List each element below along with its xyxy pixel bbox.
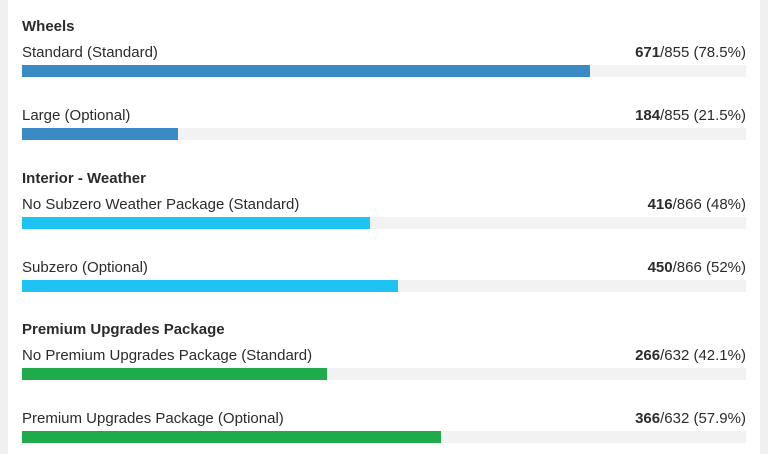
option-stat: 366/632 (57.9%)	[635, 410, 746, 428]
group-title-premium-upgrades: Premium Upgrades Package	[22, 321, 225, 338]
option-total: /632	[660, 410, 690, 427]
progress-bar-fill	[22, 217, 370, 229]
progress-bar-fill	[22, 280, 399, 292]
progress-track	[22, 217, 746, 229]
progress-track	[22, 65, 746, 77]
progress-track	[22, 431, 746, 443]
option-label: Large (Optional)	[22, 107, 131, 124]
group-title-wheels: Wheels	[22, 18, 75, 35]
option-label: Standard (Standard)	[22, 44, 158, 61]
option-label: No Premium Upgrades Package (Standard)	[22, 347, 313, 364]
option-count: 184	[635, 107, 661, 124]
option-label: No Subzero Weather Package (Standard)	[22, 196, 300, 213]
option-percent: (48%)	[701, 196, 746, 213]
option-label: Subzero (Optional)	[22, 259, 148, 276]
progress-bar-fill	[22, 368, 327, 380]
option-total: /855	[660, 107, 690, 124]
option-percent: (21.5%)	[689, 107, 746, 124]
option-total: /855	[660, 44, 690, 61]
option-stat: 184/855 (21.5%)	[635, 107, 746, 125]
option-row-no-premium: No Premium Upgrades Package (Standard) 2…	[22, 347, 746, 387]
option-stat: 266/632 (42.1%)	[635, 347, 746, 365]
option-row-subzero: Subzero (Optional) 450/866 (52%)	[22, 259, 746, 299]
option-percent: (52%)	[701, 259, 746, 276]
option-percent: (57.9%)	[689, 410, 746, 427]
option-count: 671	[635, 44, 661, 61]
option-label: Premium Upgrades Package (Optional)	[22, 410, 284, 427]
option-total: /866	[672, 196, 702, 213]
group-title-interior-weather: Interior - Weather	[22, 170, 146, 187]
progress-track	[22, 128, 746, 140]
progress-track	[22, 280, 746, 292]
progress-bar-fill	[22, 128, 178, 140]
option-percent: (42.1%)	[689, 347, 746, 364]
option-row-no-subzero: No Subzero Weather Package (Standard) 41…	[22, 196, 746, 236]
progress-bar-fill	[22, 65, 591, 77]
option-stat: 671/855 (78.5%)	[635, 44, 746, 62]
option-row-premium: Premium Upgrades Package (Optional) 366/…	[22, 410, 746, 450]
option-row-wheels-large: Large (Optional) 184/855 (21.5%)	[22, 107, 746, 147]
option-row-wheels-standard: Standard (Standard) 671/855 (78.5%)	[22, 44, 746, 84]
option-count: 450	[647, 259, 673, 276]
progress-track	[22, 368, 746, 380]
option-count: 366	[635, 410, 661, 427]
option-count: 416	[647, 196, 673, 213]
option-percent: (78.5%)	[689, 44, 746, 61]
options-summary-card: Wheels Standard (Standard) 671/855 (78.5…	[8, 0, 760, 454]
progress-bar-fill	[22, 431, 442, 443]
option-count: 266	[635, 347, 661, 364]
option-stat: 416/866 (48%)	[648, 196, 746, 214]
option-total: /632	[660, 347, 690, 364]
option-total: /866	[672, 259, 702, 276]
option-stat: 450/866 (52%)	[648, 259, 746, 277]
